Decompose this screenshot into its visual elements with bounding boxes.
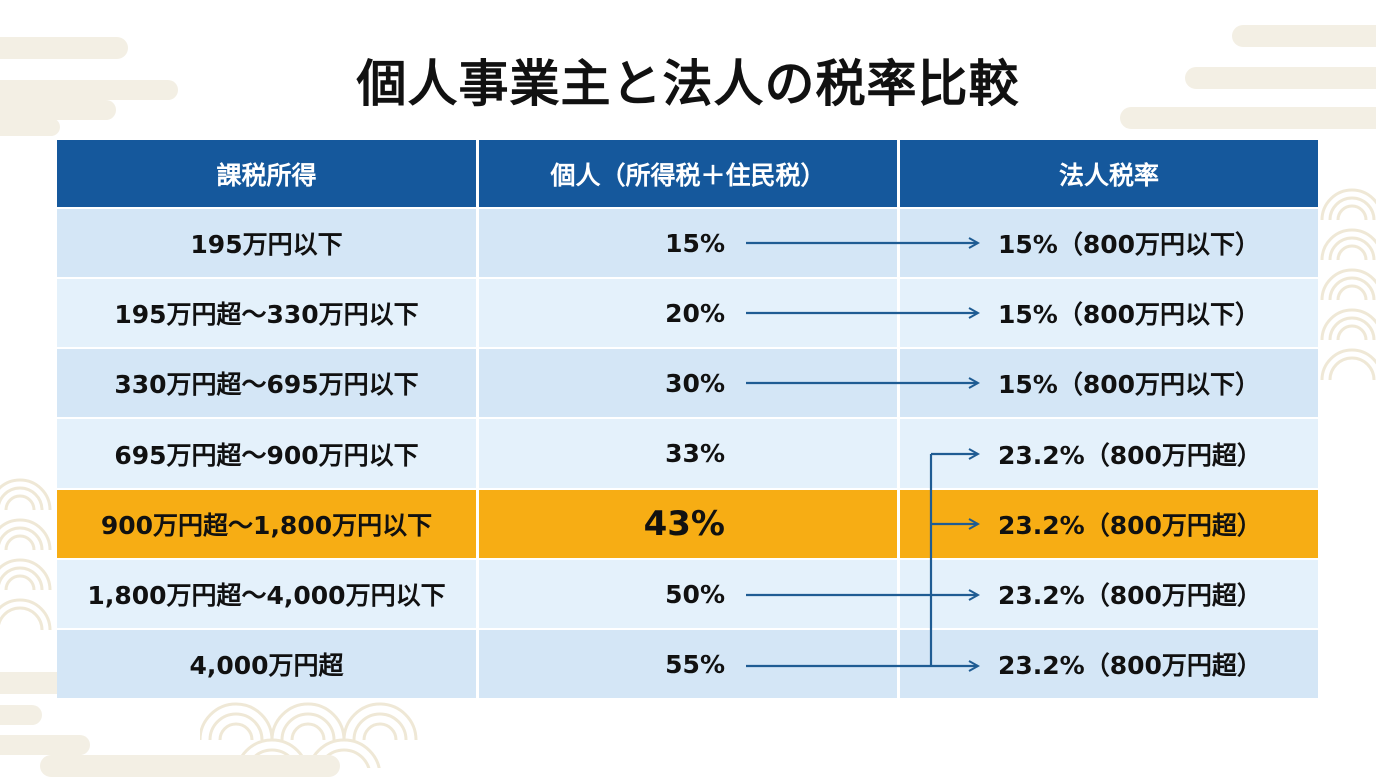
table-row-5-individual: 50% [479, 560, 897, 628]
table-row-5-income: 1,800万円超〜4,000万円以下 [57, 560, 476, 628]
table-row-3-individual: 33% [479, 419, 897, 488]
page-title: 個人事業主と法人の税率比較 [356, 55, 1020, 113]
tax-comparison-table: 課税所得 個人（所得税＋住民税） 法人税率 195万円以下 15% 15%（80… [57, 140, 1318, 698]
table-row-1-corporate: 15%（800万円以下） [900, 279, 1318, 347]
wave-pattern-right [1320, 188, 1376, 381]
table-row-4-corporate-highlighted: 23.2%（800万円超） [900, 490, 1318, 558]
table-row-5-corporate: 23.2%（800万円超） [900, 560, 1318, 628]
table-row-1-individual: 20% [479, 279, 897, 347]
table-row-6-individual: 55% [479, 630, 897, 698]
header-corporate-rate: 法人税率 [900, 140, 1318, 207]
table-row-6-income: 4,000万円超 [57, 630, 476, 698]
table-row-2-income: 330万円超〜695万円以下 [57, 349, 476, 417]
table-row-0-income: 195万円以下 [57, 209, 476, 277]
table-row-2-corporate: 15%（800万円以下） [900, 349, 1318, 417]
header-taxable-income: 課税所得 [57, 140, 476, 207]
table-row-1-income: 195万円超〜330万円以下 [57, 279, 476, 347]
wave-pattern-left [0, 478, 52, 631]
table-row-0-corporate: 15%（800万円以下） [900, 209, 1318, 277]
table-row-6-corporate: 23.2%（800万円超） [900, 630, 1318, 698]
table-row-3-corporate: 23.2%（800万円超） [900, 419, 1318, 488]
table-row-4-income-highlighted: 900万円超〜1,800万円以下 [57, 490, 476, 558]
table-row-4-individual-highlighted: 43% [479, 490, 897, 558]
table-row-2-individual: 30% [479, 349, 897, 417]
table-row-0-individual: 15% [479, 209, 897, 277]
header-individual-rate: 個人（所得税＋住民税） [479, 140, 897, 207]
table-row-3-income: 695万円超〜900万円以下 [57, 419, 476, 488]
